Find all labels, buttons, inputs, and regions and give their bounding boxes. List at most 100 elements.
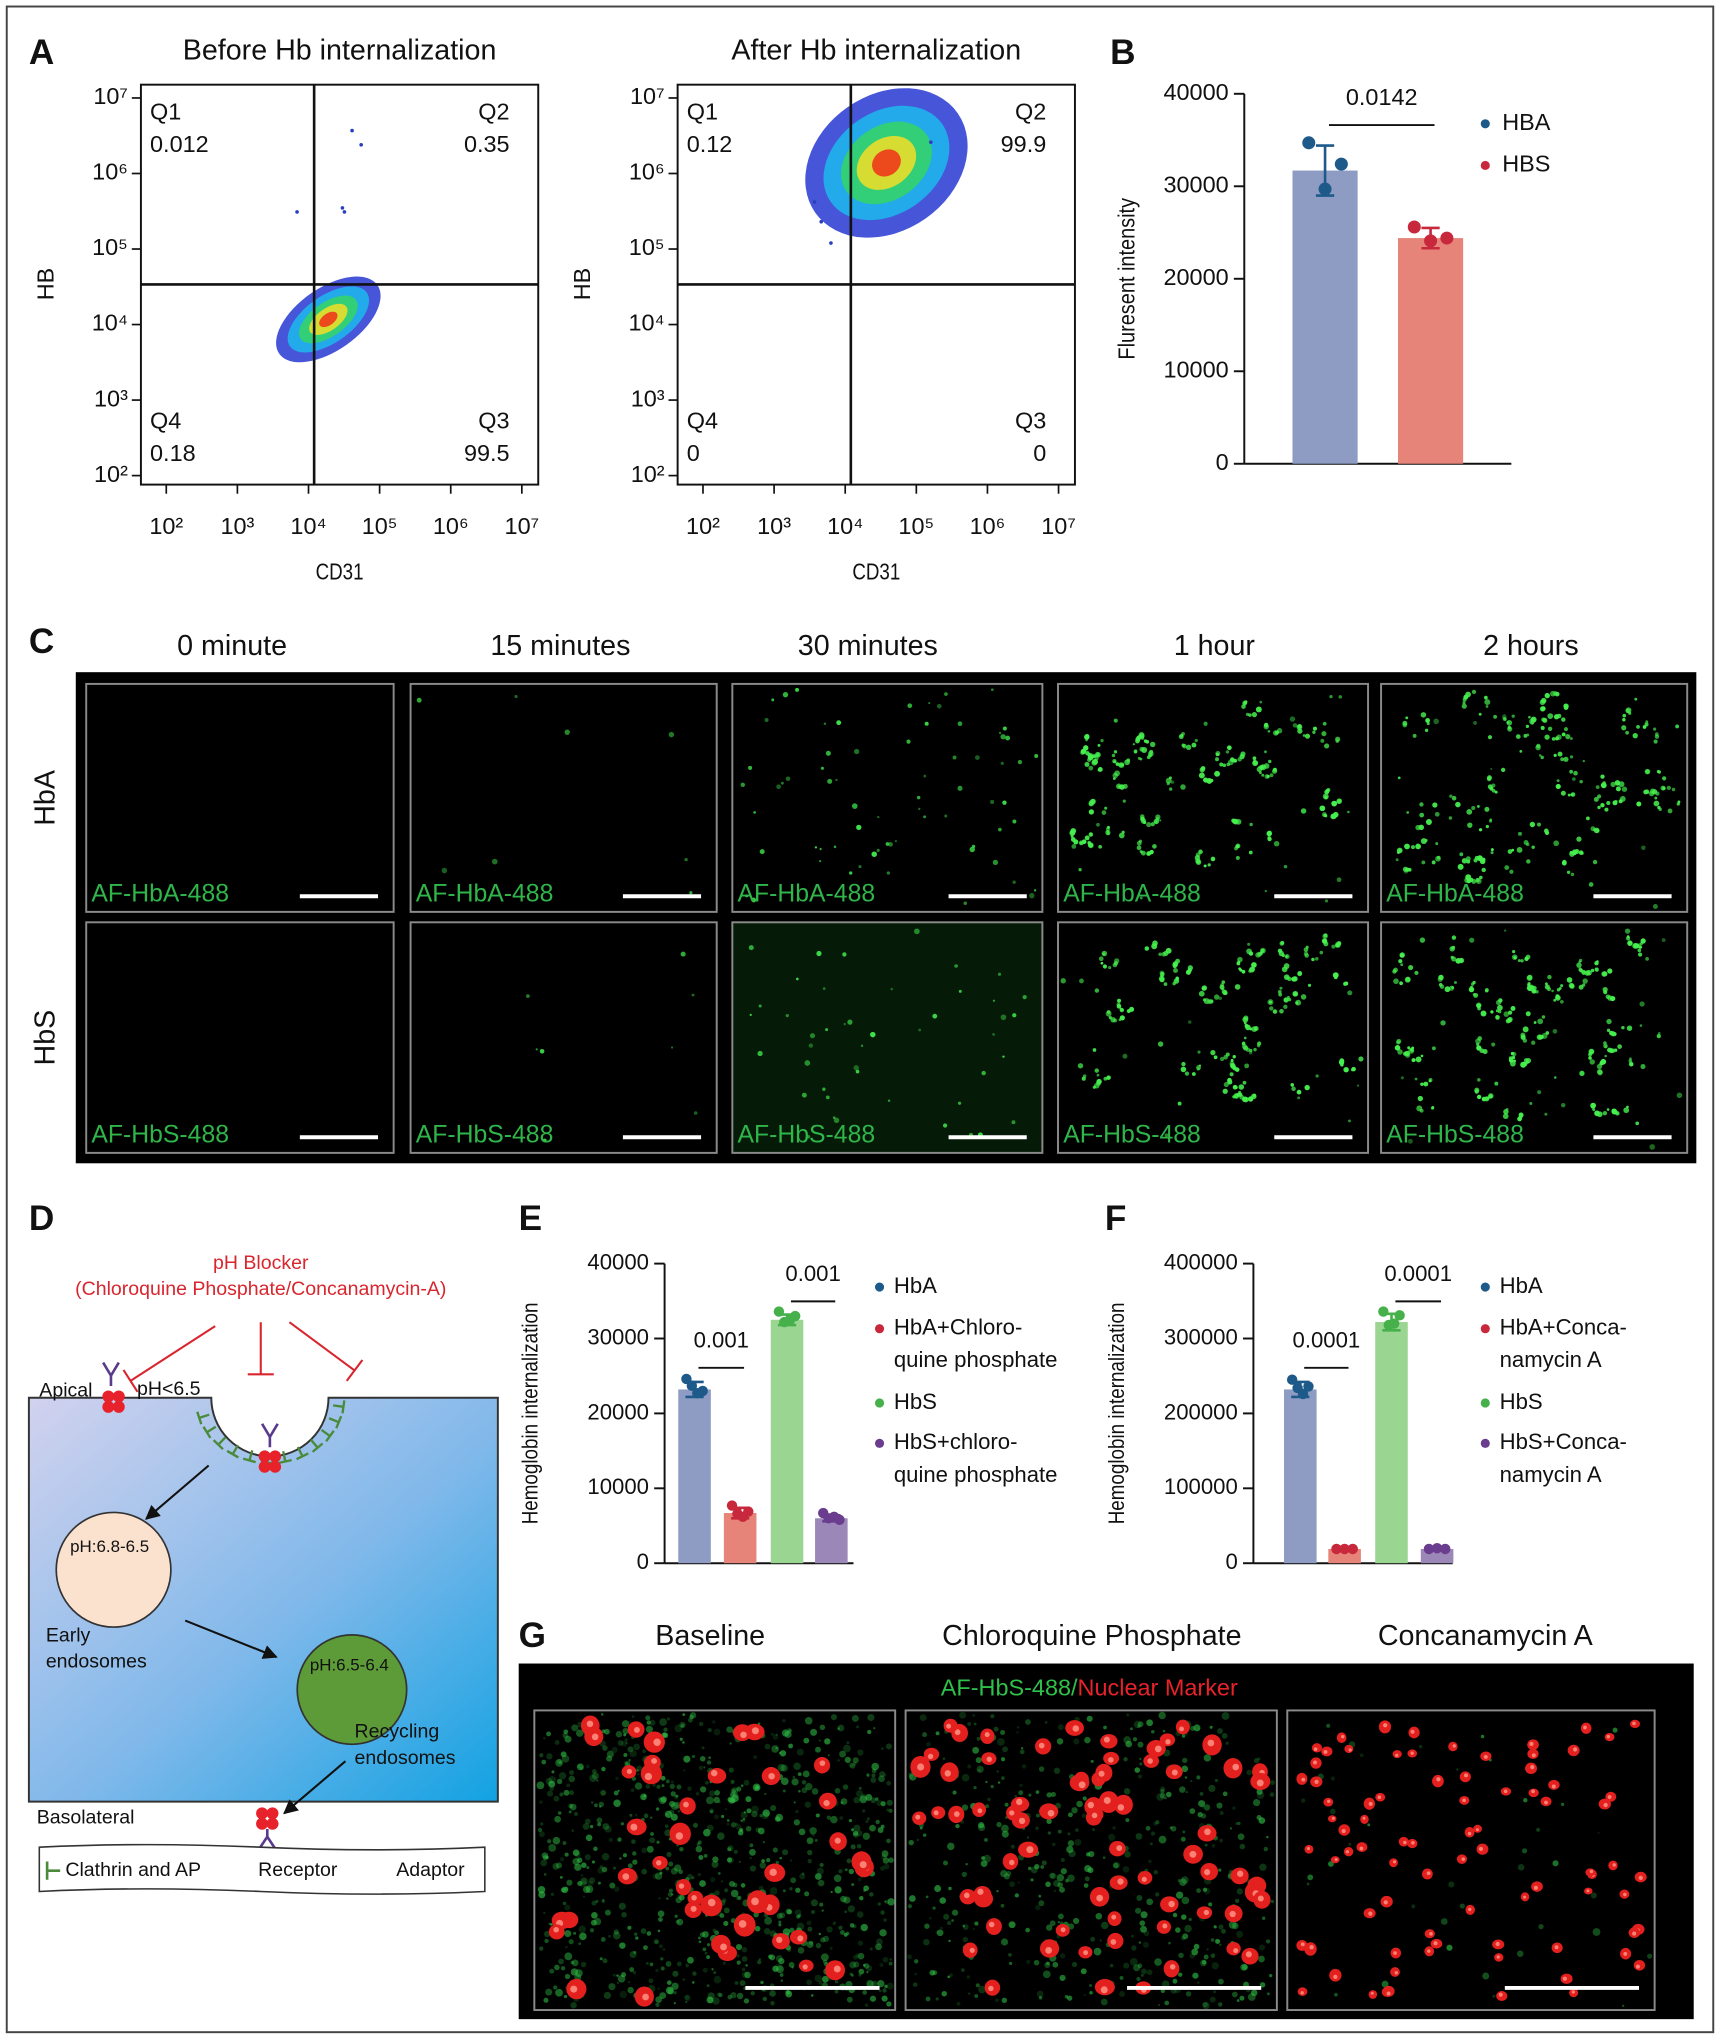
fluorescence-speck <box>849 1961 857 1969</box>
fluorescence-speck <box>1050 1791 1056 1797</box>
fluorescence-speck <box>961 1968 965 1972</box>
fluorescence-speck <box>1117 785 1121 789</box>
fluorescence-speck <box>1219 762 1224 767</box>
fluorescence-speck <box>1279 941 1285 946</box>
y-tick-label: 10⁶ <box>92 159 128 185</box>
fluorescence-speck <box>1238 1090 1242 1094</box>
fluorescence-speck <box>1152 844 1157 849</box>
fluorescence-speck <box>821 1909 824 1912</box>
fluorescence-speck <box>998 731 1002 735</box>
fluorescence-speck <box>881 1747 884 1750</box>
fluorescence-speck <box>1248 969 1252 973</box>
fluorescence-speck <box>1279 1009 1284 1014</box>
fluorescence-speck <box>560 1751 567 1758</box>
fluorescence-speck <box>775 1860 779 1865</box>
fluorescence-speck <box>559 1761 563 1765</box>
fluorescence-speck <box>1590 1102 1597 1109</box>
fluorescence-speck <box>889 1958 892 1961</box>
fluorescence-speck <box>1307 1874 1314 1881</box>
fluorescence-speck <box>1625 730 1630 735</box>
fluorescence-speck <box>1283 997 1289 1003</box>
fluorescence-speck <box>1100 1998 1108 2006</box>
fluorescence-speck <box>1640 1064 1646 1070</box>
legend-dot <box>1480 1398 1490 1408</box>
fluorescence-speck <box>1547 974 1552 980</box>
fluorescence-speck <box>1544 982 1548 986</box>
fluorescence-speck <box>1621 2004 1625 2007</box>
fluorescence-speck <box>777 1763 786 1772</box>
nucleus-core <box>1306 1846 1310 1851</box>
clathrin-mark <box>296 1446 309 1461</box>
fluorescence-speck <box>1529 821 1536 828</box>
fluorescence-speck <box>1172 1978 1178 1984</box>
fluorescence-speck <box>1045 1881 1051 1888</box>
fluorescence-speck <box>1603 1043 1608 1049</box>
fluorescence-speck <box>657 1987 660 1990</box>
fluorescence-speck <box>707 1727 712 1733</box>
fluorescence-speck <box>692 1822 698 1828</box>
fluorescence-speck <box>925 1895 929 1899</box>
fluorescence-speck <box>537 1827 543 1833</box>
basolateral-label: Basolateral <box>37 1807 135 1829</box>
data-point <box>743 1506 754 1517</box>
nucleus-core <box>1583 1725 1587 1730</box>
fluorescence-speck <box>691 993 695 997</box>
fluorescence-speck <box>1207 863 1211 867</box>
fluorescence-speck <box>1249 822 1253 827</box>
fluorescence-speck <box>591 1911 598 1919</box>
fluorescence-speck <box>1198 1800 1206 1808</box>
fluorescence-speck <box>1528 715 1531 719</box>
nucleus-core <box>720 1943 727 1951</box>
nucleus-core <box>1204 1869 1211 1876</box>
quadrant-value: 0 <box>1033 440 1046 466</box>
p-value: 0.0001 <box>1293 1328 1361 1353</box>
y-tick-label: 10⁵ <box>629 234 665 260</box>
fluorescence-speck <box>622 1853 628 1858</box>
fluorescence-speck <box>973 1722 977 1726</box>
fluorescence-speck <box>1653 800 1660 807</box>
fluorescence-speck <box>1139 1757 1142 1761</box>
fluorescence-speck <box>698 1940 702 1944</box>
nucleus <box>711 1934 731 1954</box>
nucleus-core <box>1589 1869 1594 1874</box>
nucleus-core <box>751 1727 759 1735</box>
fluorescence-speck <box>663 1727 668 1732</box>
fluorescence-speck <box>1448 1881 1455 1888</box>
fluorescence-speck <box>975 1757 982 1764</box>
fluorescence-speck <box>942 1860 948 1866</box>
panel-letter: F <box>1105 1199 1126 1238</box>
fluorescence-speck <box>1165 1791 1172 1798</box>
fluorescence-speck <box>732 1789 736 1794</box>
fluorescence-speck <box>842 952 847 957</box>
nucleus-core <box>1348 1748 1352 1752</box>
fluorescence-speck <box>1563 727 1568 732</box>
fluorescence-speck <box>754 1925 761 1932</box>
fluorescence-speck <box>972 1746 980 1754</box>
fluorescence-speck <box>1124 1851 1131 1858</box>
fluorescence-speck <box>1181 1061 1186 1067</box>
nucleus-core <box>1623 1892 1627 1897</box>
fluorescence-speck <box>1164 1796 1167 1800</box>
fluorescence-speck <box>571 1959 579 1967</box>
fluorescence-speck <box>1473 992 1479 998</box>
fluorescence-speck <box>764 1916 772 1925</box>
fluorescence-speck <box>851 1714 859 1722</box>
fluorescence-speck <box>820 766 824 770</box>
image-caption: AF-HbA-488 <box>416 880 554 907</box>
fluorescence-speck <box>1155 817 1160 821</box>
fluorescence-speck <box>720 1880 724 1883</box>
fluorescence-speck <box>640 1928 647 1934</box>
fluorescence-speck <box>1654 734 1660 739</box>
fluorescence-speck <box>1319 950 1324 955</box>
fluorescence-speck <box>851 803 858 809</box>
fluorescence-speck <box>1541 1015 1546 1019</box>
nucleus-core <box>984 1732 990 1738</box>
nucleus-core <box>954 1729 961 1736</box>
nucleus-core <box>1018 1817 1026 1825</box>
fluorescence-speck <box>1078 840 1084 846</box>
fluorescence-speck <box>1529 718 1535 725</box>
fluorescence-speck <box>564 1973 571 1980</box>
fluorescence-speck <box>591 1860 595 1864</box>
fluorescence-speck <box>1009 1881 1016 1888</box>
fluorescence-speck <box>1060 978 1066 984</box>
